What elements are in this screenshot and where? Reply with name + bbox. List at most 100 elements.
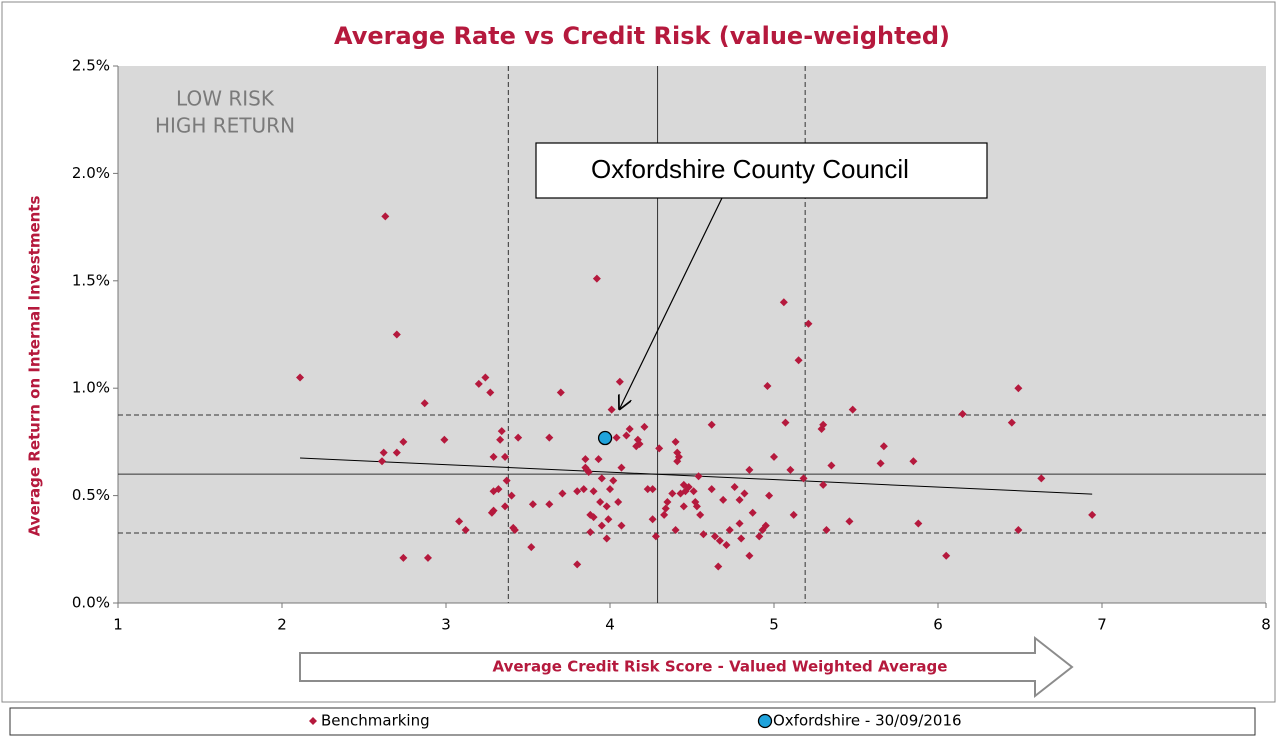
data-point: [770, 452, 778, 461]
data-point: [399, 437, 408, 446]
data-point: [420, 399, 429, 408]
data-point: [1088, 510, 1097, 519]
y-tick-label: 2.5%: [72, 57, 110, 75]
data-point: [573, 560, 582, 569]
x-tick-label: 1: [113, 616, 123, 634]
data-point: [655, 444, 664, 453]
data-point: [745, 551, 754, 560]
data-point: [597, 474, 606, 483]
data-point: [699, 530, 708, 539]
data-point: [381, 212, 390, 221]
data-point: [607, 405, 616, 414]
data-point: [494, 485, 503, 494]
data-point: [556, 388, 565, 397]
data-point: [496, 435, 505, 444]
data-point: [789, 510, 798, 519]
data-point: [633, 435, 642, 444]
data-point: [604, 515, 613, 524]
data-point: [586, 528, 595, 537]
data-point: [745, 465, 754, 474]
data-point: [696, 510, 705, 519]
data-point: [489, 452, 498, 461]
data-point: [761, 521, 770, 530]
data-point: [689, 487, 698, 496]
data-point: [819, 420, 828, 429]
data-point: [489, 506, 498, 515]
data-point: [597, 430, 613, 446]
y-tick-label: 2.0%: [72, 164, 110, 182]
y-tick-label: 1.0%: [72, 379, 110, 397]
x-axis-title: Average Credit Risk Score - Valued Weigh…: [493, 658, 948, 676]
data-point: [914, 519, 923, 528]
data-point: [722, 541, 731, 550]
annotation: LOW RISK: [176, 87, 275, 111]
data-point: [804, 319, 813, 328]
chart-frame: [1, 1, 1276, 703]
data-point: [392, 448, 401, 457]
data-point: [597, 521, 606, 530]
data-point: [779, 298, 788, 307]
data-point: [579, 485, 588, 494]
data-point: [692, 502, 701, 511]
data-point: [625, 425, 634, 434]
data-point: [710, 532, 719, 541]
data-point: [461, 525, 470, 534]
data-point: [509, 523, 518, 532]
data-point: [622, 431, 631, 440]
data-point: [707, 485, 716, 494]
legend-marker: [757, 713, 773, 729]
data-point: [740, 489, 749, 498]
data-point: [617, 521, 626, 530]
data-point: [648, 515, 657, 524]
data-point: [609, 476, 618, 485]
legend-label: Oxfordshire - 30/09/2016: [773, 712, 962, 730]
data-point: [640, 422, 649, 431]
data-point: [497, 427, 506, 436]
annotation: HIGH RETURN: [155, 114, 295, 138]
data-point: [615, 377, 624, 386]
data-point: [602, 502, 611, 511]
data-point: [501, 452, 510, 461]
data-point: [763, 382, 772, 391]
data-point: [648, 485, 657, 494]
data-point: [612, 433, 621, 442]
data-point: [1037, 474, 1046, 483]
data-point: [399, 553, 408, 562]
data-point: [545, 500, 554, 509]
data-point: [755, 532, 764, 541]
x-tick-label: 7: [1097, 616, 1107, 634]
data-point: [558, 489, 567, 498]
x-tick-label: 8: [1261, 616, 1271, 634]
data-point: [879, 442, 888, 451]
data-point: [730, 483, 739, 492]
data-point: [671, 525, 680, 534]
data-point: [845, 517, 854, 526]
data-point: [514, 433, 523, 442]
annotation: Oxfordshire County Council: [591, 154, 909, 184]
data-point: [694, 472, 703, 481]
data-point: [606, 485, 614, 494]
annotation-box: [535, 142, 988, 199]
data-point: [392, 330, 401, 339]
data-point: [507, 491, 516, 500]
data-point: [573, 487, 582, 496]
data-point: [528, 500, 537, 509]
data-point: [527, 543, 536, 552]
data-point: [501, 502, 510, 511]
data-point: [819, 480, 828, 489]
legend-box: [9, 707, 1256, 736]
x-tick-label: 3: [441, 616, 451, 634]
data-point: [545, 433, 554, 442]
data-point: [827, 461, 836, 470]
data-point: [440, 435, 449, 444]
data-point: [596, 498, 605, 507]
data-point: [794, 356, 803, 365]
y-tick-label: 0.0%: [72, 594, 110, 612]
data-point: [474, 379, 483, 388]
data-point: [735, 519, 744, 528]
data-point: [848, 405, 857, 414]
data-point: [584, 467, 593, 476]
data-point: [725, 525, 734, 534]
